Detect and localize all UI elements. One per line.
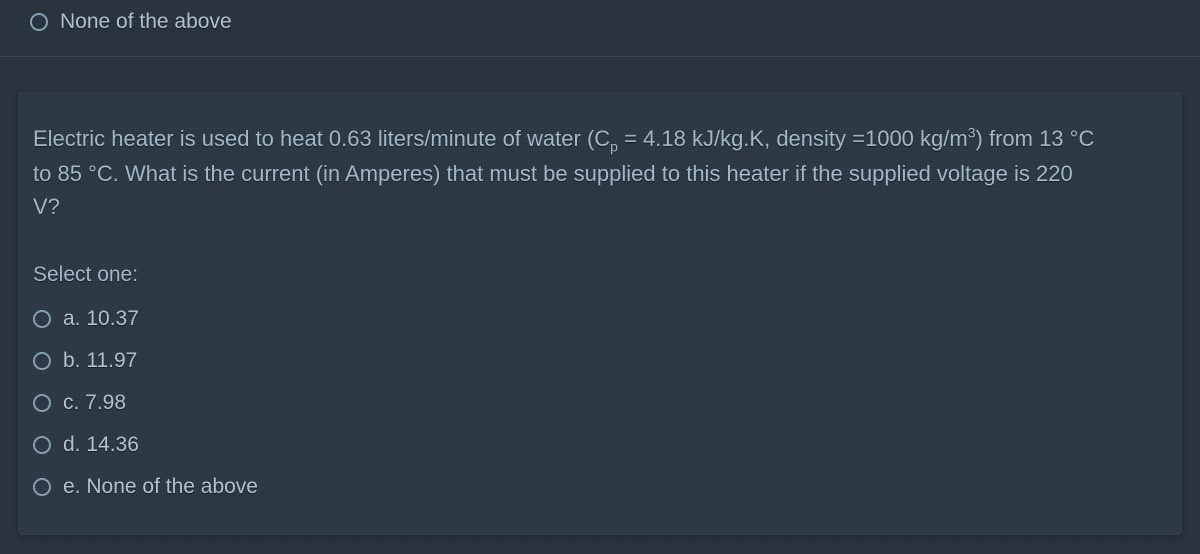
radio-icon (33, 394, 51, 412)
previous-question-tail: None of the above (0, 0, 1200, 57)
option-label: a. 10.37 (63, 307, 139, 331)
option-row-d[interactable]: d. 14.36 (33, 427, 1167, 463)
question-block: Electric heater is used to heat 0.63 lit… (18, 92, 1182, 535)
option-row-e[interactable]: e. None of the above (33, 469, 1167, 505)
option-label: e. None of the above (63, 475, 258, 499)
q-line1-pre: Electric heater is used to heat 0.63 lit… (33, 126, 610, 151)
options-list: a. 10.37 b. 11.97 c. 7.98 d. 14.36 e. No… (33, 301, 1167, 505)
select-one-label: Select one: (33, 263, 1167, 287)
option-label: c. 7.98 (63, 391, 126, 415)
q-line1-post: ) from 13 °C (976, 126, 1095, 151)
q-line3: V? (33, 194, 60, 219)
option-row-a[interactable]: a. 10.37 (33, 301, 1167, 337)
question-text: Electric heater is used to heat 0.63 lit… (33, 122, 1167, 223)
radio-icon (33, 352, 51, 370)
option-row-b[interactable]: b. 11.97 (33, 343, 1167, 379)
option-label: d. 14.36 (63, 433, 139, 457)
option-row-c[interactable]: c. 7.98 (33, 385, 1167, 421)
q-line1-mid: = 4.18 kJ/kg.K, density =1000 kg/m (618, 126, 968, 151)
q-line2: to 85 °C. What is the current (in Ampere… (33, 161, 1073, 186)
radio-icon (30, 13, 48, 31)
q-line1-sup: 3 (968, 125, 976, 141)
radio-icon (33, 478, 51, 496)
radio-icon (33, 310, 51, 328)
option-label: b. 11.97 (63, 349, 137, 373)
option-row-prev-none[interactable]: None of the above (30, 4, 1170, 40)
q-line1-sub: p (610, 138, 618, 154)
option-label: None of the above (60, 10, 232, 34)
radio-icon (33, 436, 51, 454)
